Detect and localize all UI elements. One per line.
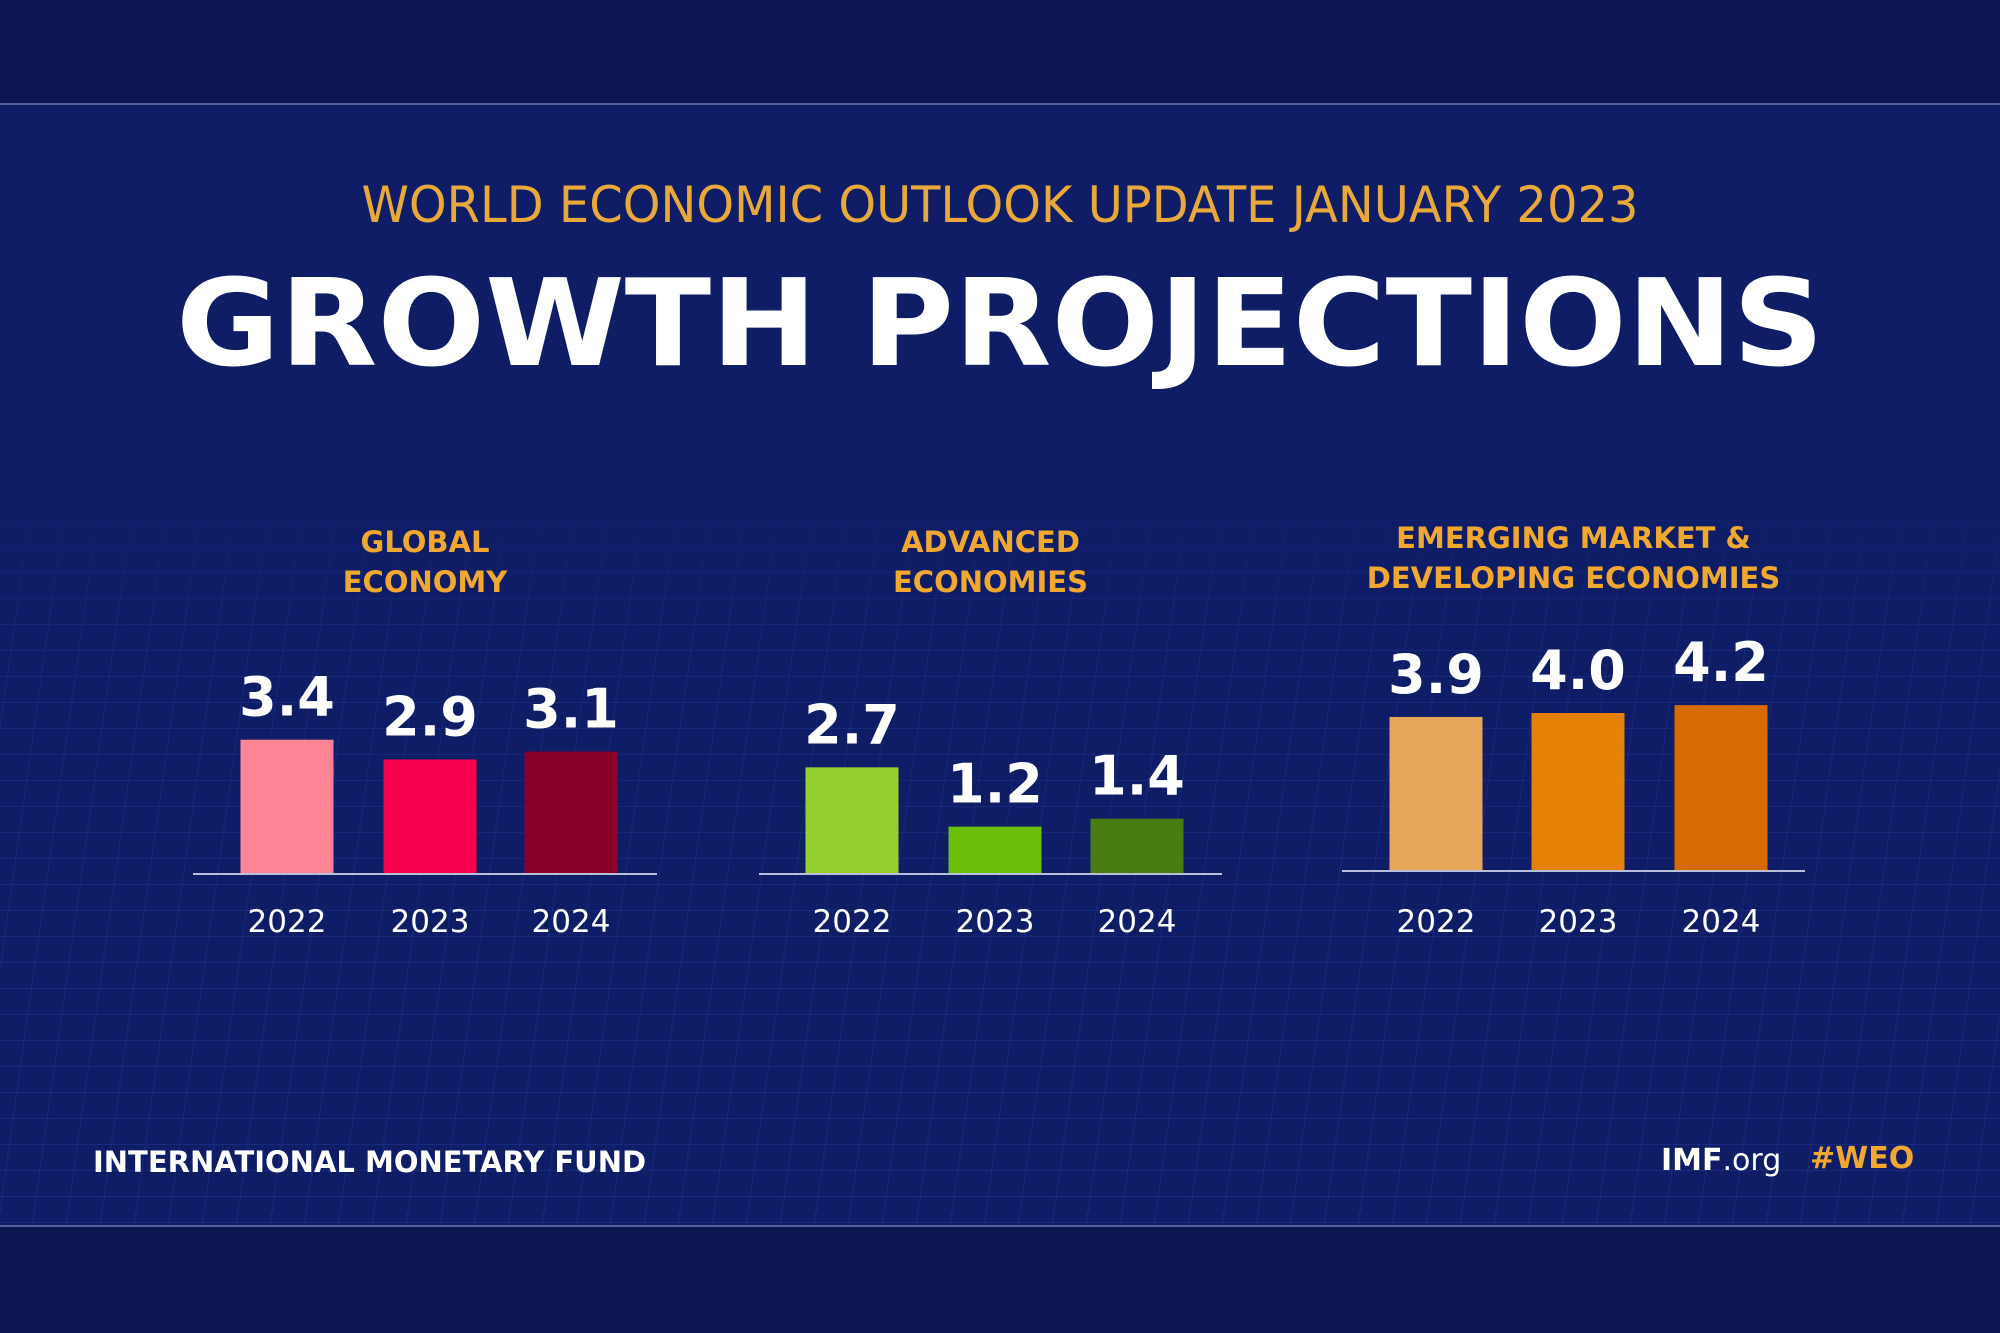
x-tick-label: 2024 <box>1098 904 1177 940</box>
bar <box>240 739 334 874</box>
value-label: 1.2 <box>947 753 1043 816</box>
x-tick-label: 2024 <box>1682 904 1761 940</box>
x-tick-label: 2023 <box>956 904 1035 940</box>
bar <box>383 759 477 874</box>
site-suffix: .org <box>1723 1143 1782 1178</box>
value-label: 3.9 <box>1388 643 1484 706</box>
value-label: 4.0 <box>1530 639 1626 702</box>
organization: INTERNATIONAL MONETARY FUND <box>93 1145 646 1179</box>
subtitle: WORLD ECONOMIC OUTLOOK UPDATE JANUARY 20… <box>362 176 1639 234</box>
bar <box>948 826 1042 874</box>
panel-title: ECONOMIES <box>893 565 1088 599</box>
bar <box>805 767 899 874</box>
bar <box>1674 705 1768 871</box>
value-label: 1.4 <box>1089 745 1185 808</box>
value-label: 3.4 <box>239 666 335 729</box>
bar <box>524 751 618 874</box>
value-label: 2.9 <box>382 685 478 748</box>
panel-title: ADVANCED <box>901 525 1080 559</box>
panel-title: DEVELOPING ECONOMIES <box>1367 561 1780 595</box>
panel-title: EMERGING MARKET & <box>1396 521 1751 555</box>
panel-title: ECONOMY <box>343 565 509 599</box>
bar <box>1531 713 1625 871</box>
x-tick-label: 2023 <box>391 904 470 940</box>
x-tick-label: 2024 <box>532 904 611 940</box>
hashtag: #WEO <box>1810 1141 1914 1176</box>
x-tick-label: 2022 <box>813 904 892 940</box>
panel-title: GLOBAL <box>361 525 490 559</box>
value-label: 4.2 <box>1673 631 1769 694</box>
bar <box>1090 818 1184 874</box>
title: GROWTH PROJECTIONS <box>176 255 1824 394</box>
bar <box>1389 716 1483 871</box>
site-link: IMF.org <box>1661 1143 1781 1178</box>
value-label: 2.7 <box>804 693 900 756</box>
value-label: 3.1 <box>523 678 619 741</box>
site-name: IMF <box>1661 1143 1723 1178</box>
x-tick-label: 2023 <box>1539 904 1618 940</box>
x-tick-label: 2022 <box>248 904 327 940</box>
x-tick-label: 2022 <box>1397 904 1476 940</box>
